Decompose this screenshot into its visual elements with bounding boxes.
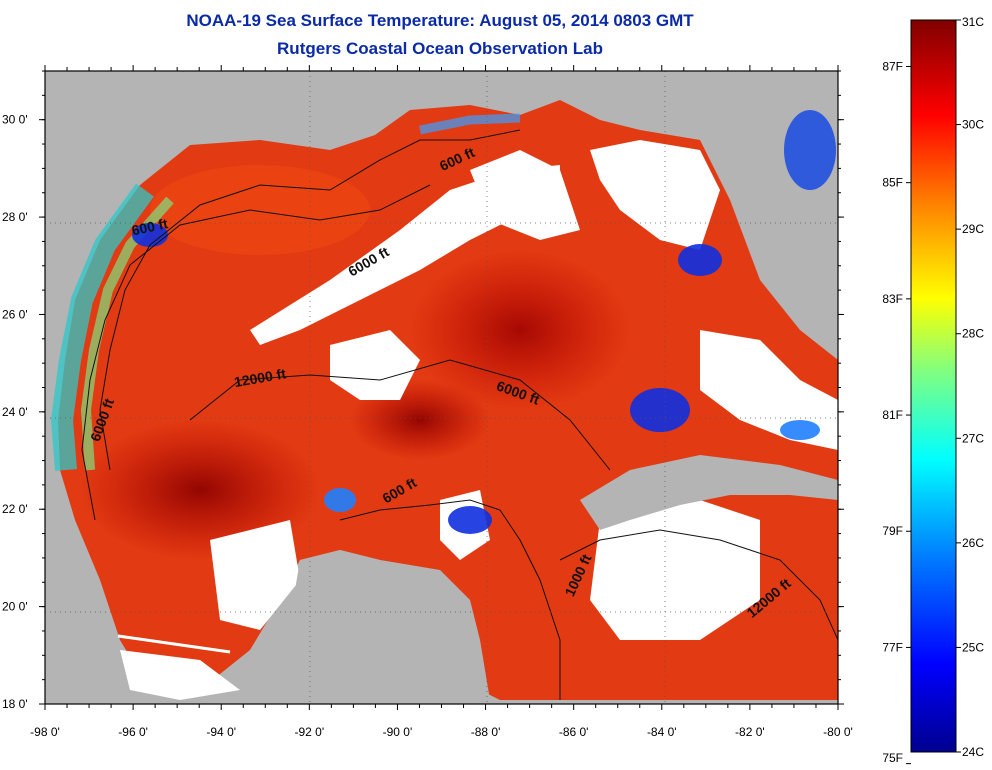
cool-patch [448, 506, 492, 534]
x-tick-label: -96 0' [118, 725, 148, 739]
x-tick-label: -86 0' [559, 725, 589, 739]
colorbar-label-f: 87F [882, 59, 903, 73]
y-tick-label: 22 0' [2, 502, 28, 516]
y-tick-label: 26 0' [2, 307, 28, 321]
contour-600ft [99, 129, 521, 471]
temperature-colorbar [910, 19, 957, 753]
colorbar-label-f: 81F [882, 408, 903, 422]
latitude-axis: 30 0' 28 0' 26 0' 24 0' 22 0' 20 0' 18 0' [2, 70, 844, 711]
colorbar-label-f: 83F [882, 292, 903, 306]
fahrenheit-scale: 87F 85F 83F 81F 79F 77F 75F [882, 59, 911, 765]
x-tick-label: -84 0' [647, 725, 677, 739]
cloud-region [470, 150, 580, 240]
x-tick-label: -82 0' [735, 725, 765, 739]
y-tick-label: 24 0' [2, 405, 28, 419]
cool-patch [132, 223, 168, 247]
colorbar-label-c: 30C [962, 118, 984, 132]
swath-edge [117, 634, 231, 654]
contour-6000ft [81, 184, 431, 521]
map-title: NOAA-19 Sea Surface Temperature: August … [186, 11, 694, 30]
map-subtitle: Rutgers Coastal Ocean Observation Lab [277, 39, 603, 58]
cuba-island [580, 455, 838, 530]
cloud-region [120, 650, 240, 700]
colorbar-label-c: 31C [962, 15, 984, 29]
colorbar-label-c: 27C [962, 431, 984, 445]
cool-patch [678, 244, 722, 276]
coastal-cool-band [50, 183, 154, 471]
colorbar-label-c: 24C [962, 745, 984, 759]
contour-yucatan [339, 499, 561, 700]
x-tick-label: -92 0' [295, 725, 325, 739]
colorbar-label-c: 28C [962, 327, 984, 341]
cool-patch [784, 110, 836, 190]
cool-patches [132, 110, 836, 534]
warm-core [410, 250, 630, 410]
celsius-scale: 31C 30C 29C 28C 27C 26C 25C 24C [956, 15, 984, 759]
cloud-region [210, 520, 300, 630]
x-tick-label: -80 0' [823, 725, 853, 739]
y-tick-label: 30 0' [2, 113, 28, 127]
cloud-region [330, 330, 420, 400]
y-tick-label: 28 0' [2, 210, 28, 224]
colorbar-label-f: 85F [882, 176, 903, 190]
cool-patch [780, 420, 820, 440]
yucatan-peninsula [290, 550, 490, 704]
x-tick-label: -98 0' [30, 725, 60, 739]
cool-patch [630, 388, 690, 432]
colorbar-label-f: 75F [882, 751, 903, 765]
contour-caribbean [559, 529, 838, 641]
y-tick-label: 18 0' [2, 697, 28, 711]
colorbar-label-c: 25C [962, 640, 984, 654]
x-tick-label: -90 0' [383, 725, 413, 739]
cloud-region [590, 140, 720, 250]
coastal-cool-band [419, 113, 521, 135]
contour-label: 600 ft [130, 215, 169, 238]
colorbar-label-f: 77F [882, 640, 903, 654]
y-tick-label: 20 0' [2, 600, 28, 614]
longitude-axis: -98 0' -96 0' -94 0' -92 0' -90 0' -88 0' -86 … [30, 65, 853, 739]
colorbar-label-c: 26C [962, 536, 984, 550]
cloud-region [250, 165, 560, 345]
warm-core [80, 420, 320, 560]
warm-core [150, 165, 370, 255]
contour-12000ft [189, 359, 611, 471]
x-tick-label: -94 0' [206, 725, 236, 739]
cloud-region [700, 330, 838, 450]
colorbar-label-c: 29C [962, 222, 984, 236]
colorbar-label-f: 79F [882, 524, 903, 538]
x-tick-label: -88 0' [471, 725, 501, 739]
bathymetry-contours [81, 129, 838, 700]
cool-patch [324, 488, 356, 512]
lat-lon-grid [45, 71, 838, 704]
